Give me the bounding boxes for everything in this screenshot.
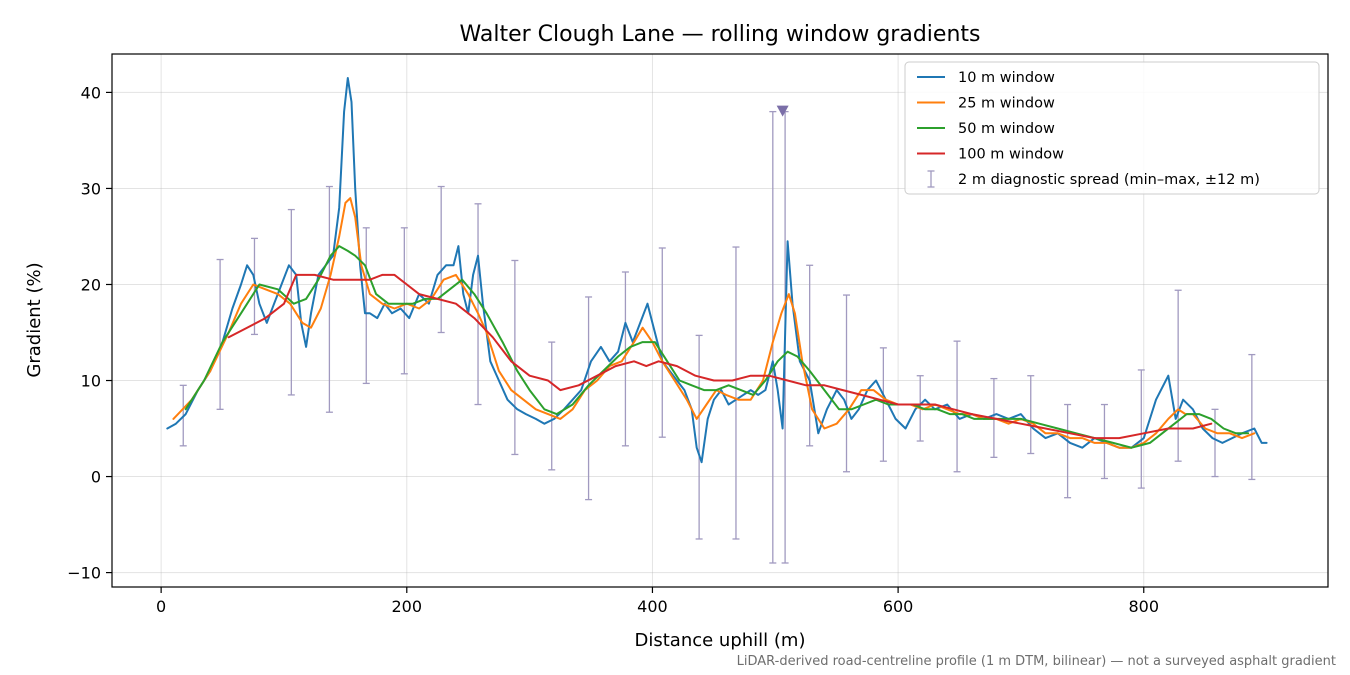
x-axis-label: Distance uphill (m) [635, 630, 806, 651]
series-line-2 [172, 197, 1256, 449]
errorbar [732, 246, 740, 540]
x-tick-label: 400 [637, 597, 668, 616]
errorbar [879, 347, 887, 462]
footnote: LiDAR-derived road-centreline profile (1… [737, 654, 1336, 669]
errorbar [437, 185, 445, 334]
x-tick-label: 600 [883, 597, 914, 616]
errorbar [621, 271, 629, 447]
errorbar [250, 237, 258, 336]
y-tick-label: 40 [81, 83, 101, 102]
errorbar [511, 259, 519, 456]
series-line-3 [184, 245, 1250, 449]
y-axis-label: Gradient (%) [24, 262, 45, 377]
errorbar [400, 227, 408, 375]
errorbar [1027, 375, 1035, 455]
x-tick-label: 0 [156, 597, 166, 616]
chart-title: Walter Clough Lane — rolling window grad… [460, 22, 981, 47]
y-tick-label: 20 [81, 275, 101, 294]
errorbar [216, 258, 224, 410]
plot-frame [111, 53, 1329, 588]
errorbar [585, 296, 593, 501]
series-line-4 [227, 273, 1213, 440]
y-tick-label: −10 [67, 564, 101, 583]
errorbar [769, 110, 777, 564]
errorbar [695, 334, 703, 540]
legend-box [904, 61, 1320, 195]
x-tick-label: 200 [392, 597, 423, 616]
y-tick-label: 30 [81, 179, 101, 198]
legend-label: 100 m window [958, 147, 1064, 163]
legend-label: 2 m diagnostic spread (min–max, ±12 m) [958, 172, 1260, 188]
errorbar [806, 264, 814, 447]
x-tick-label: 800 [1128, 597, 1159, 616]
errorbar [843, 294, 851, 473]
errorbar [325, 185, 333, 413]
axis-ticks: 0 200 400 600 800 −10 0 10 20 30 40 [67, 83, 1159, 616]
legend-label: 50 m window [958, 121, 1055, 137]
legend: 10 m window 25 m window 50 m window 100 m w… [904, 61, 1320, 195]
errorbar [1137, 369, 1145, 489]
legend-label: 25 m window [958, 96, 1055, 112]
errorbar [474, 203, 482, 406]
errorbar [953, 340, 961, 473]
clipped-value-marker [776, 105, 789, 117]
errorbar [1248, 353, 1256, 481]
errorbar [362, 227, 370, 385]
errorbar [1064, 403, 1072, 499]
series-lines [166, 77, 1268, 464]
errorbar [1174, 289, 1182, 462]
errorbar [548, 341, 556, 471]
y-tick-label: 0 [91, 468, 101, 487]
errorbar [658, 247, 666, 438]
y-tick-label: 10 [81, 372, 101, 391]
legend-label: 10 m window [958, 70, 1055, 86]
